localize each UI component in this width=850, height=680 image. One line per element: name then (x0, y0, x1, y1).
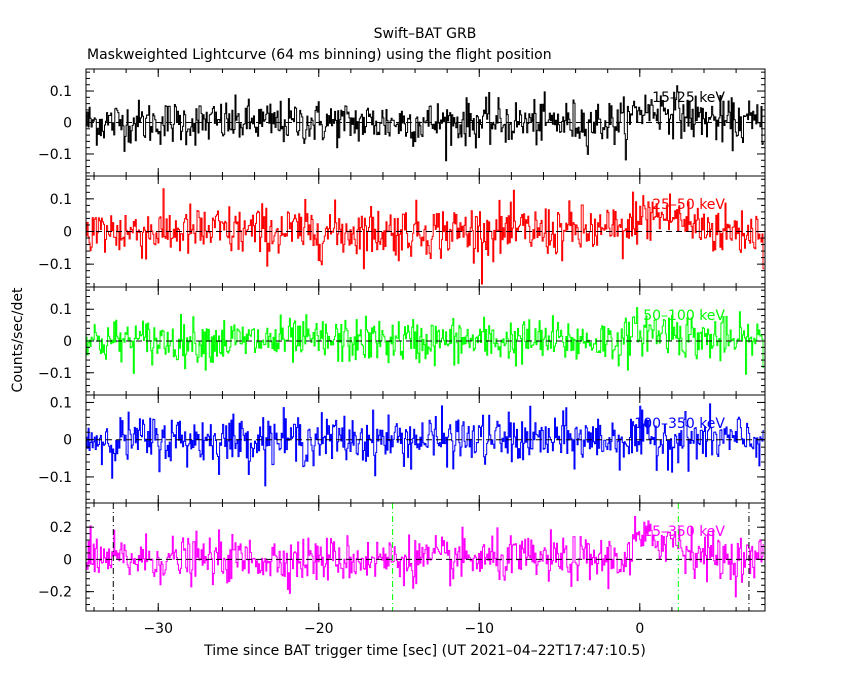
y-tick-label: 0 (63, 116, 72, 132)
lightcurve-series (86, 403, 764, 487)
y-tick-label: 0 (63, 225, 72, 241)
y-tick-label: −0.1 (38, 147, 72, 163)
x-axis-label: Time since BAT trigger time [sec] (UT 20… (203, 643, 646, 659)
y-tick-label: 0 (63, 433, 72, 449)
lightcurve-series (86, 85, 764, 162)
y-tick-label: −0.1 (38, 257, 72, 273)
y-tick-label: 0.2 (50, 520, 72, 536)
x-tick-label: 0 (635, 621, 644, 637)
y-tick-label: 0 (63, 334, 72, 350)
panels-group: −0.1 0 0.1 15–25 keV −0.1 0 0.1 25–50 keV −0.1 0 0… (38, 68, 766, 637)
panel-frame (85, 502, 766, 612)
energy-band-label: 15–350 keV (643, 524, 725, 540)
chart-title: Swift–BAT GRB (374, 26, 477, 42)
y-tick-label: 0 (63, 552, 72, 568)
x-tick-label: −30 (143, 621, 173, 637)
x-tick-label: −10 (465, 621, 495, 637)
y-axis-label: Counts/sec/det (10, 287, 26, 392)
energy-band-label: 100–350 keV (634, 416, 725, 432)
y-tick-label: 0.1 (50, 395, 72, 411)
energy-band-label: 50–100 keV (643, 308, 725, 324)
energy-band-label: 15–25 keV (652, 90, 725, 106)
y-tick-label: 0.1 (50, 84, 72, 100)
lightcurve-series (86, 307, 764, 375)
energy-band-label: 25–50 keV (652, 197, 725, 213)
y-tick-label: −0.2 (38, 585, 72, 601)
lightcurve-series (86, 516, 764, 598)
chart-subtitle: Maskweighted Lightcurve (64 ms binning) … (87, 47, 552, 63)
y-tick-label: −0.1 (38, 470, 72, 486)
x-tick-label: −20 (304, 621, 334, 637)
y-tick-label: 0.1 (50, 192, 72, 208)
y-tick-label: 0.1 (50, 302, 72, 318)
y-tick-label: −0.1 (38, 366, 72, 382)
lightcurve-series (86, 188, 764, 285)
